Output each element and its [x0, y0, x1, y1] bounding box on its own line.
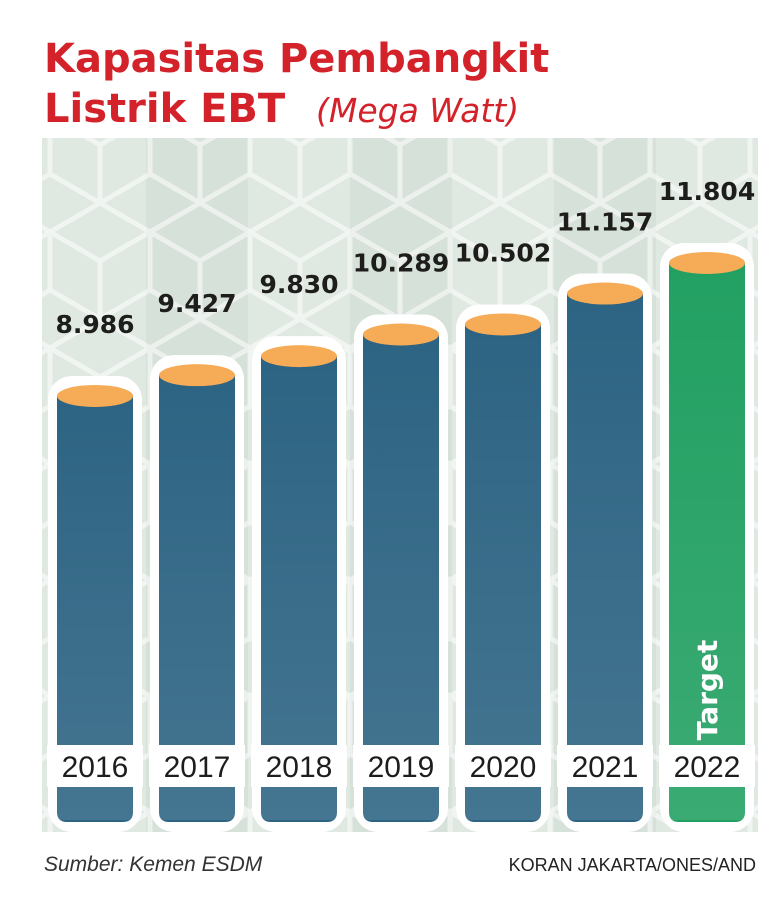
- bar-shade: [669, 263, 745, 820]
- credit: KORAN JAKARTA/ONES/AND: [509, 855, 756, 875]
- bar-shade: [465, 324, 541, 820]
- x-tick-label: 2021: [572, 751, 639, 784]
- x-tick-label: 2019: [368, 751, 435, 784]
- year-box: [47, 745, 143, 787]
- bar-top: [261, 345, 337, 368]
- year-box: [251, 745, 347, 787]
- bar-shade: [363, 334, 439, 820]
- bar-top: [363, 323, 439, 346]
- unit-label: (Mega Watt): [316, 91, 519, 130]
- bar-top: [57, 384, 133, 407]
- bar-shade: [261, 356, 337, 820]
- value-label: 9.427: [157, 289, 236, 318]
- value-label: 8.986: [55, 310, 134, 339]
- chart-title: Kapasitas Pembangkit: [44, 36, 549, 82]
- year-box: [353, 745, 449, 787]
- bar-top: [567, 282, 643, 305]
- year-box: [659, 745, 755, 787]
- value-label: 11.157: [557, 208, 653, 237]
- x-tick-label: 2020: [470, 751, 537, 784]
- value-label: 11.804: [659, 177, 755, 206]
- x-tick-label: 2018: [266, 751, 333, 784]
- x-tick-label: 2016: [62, 751, 129, 784]
- value-label: 9.830: [259, 270, 338, 299]
- annotation: Target: [691, 640, 724, 741]
- value-label: 10.289: [353, 248, 449, 277]
- chart-title: Listrik EBT: [44, 86, 286, 132]
- source: Sumber: Kemen ESDM: [44, 853, 263, 876]
- year-box: [455, 745, 551, 787]
- bar-top: [159, 364, 235, 387]
- bar-top: [669, 252, 745, 274]
- value-label: 10.502: [455, 238, 551, 267]
- year-box: [557, 745, 653, 787]
- year-box: [149, 745, 245, 787]
- bar-top: [465, 313, 541, 336]
- bar-shade: [567, 293, 643, 820]
- x-tick-label: 2017: [164, 751, 231, 784]
- x-tick-label: 2022: [674, 751, 741, 784]
